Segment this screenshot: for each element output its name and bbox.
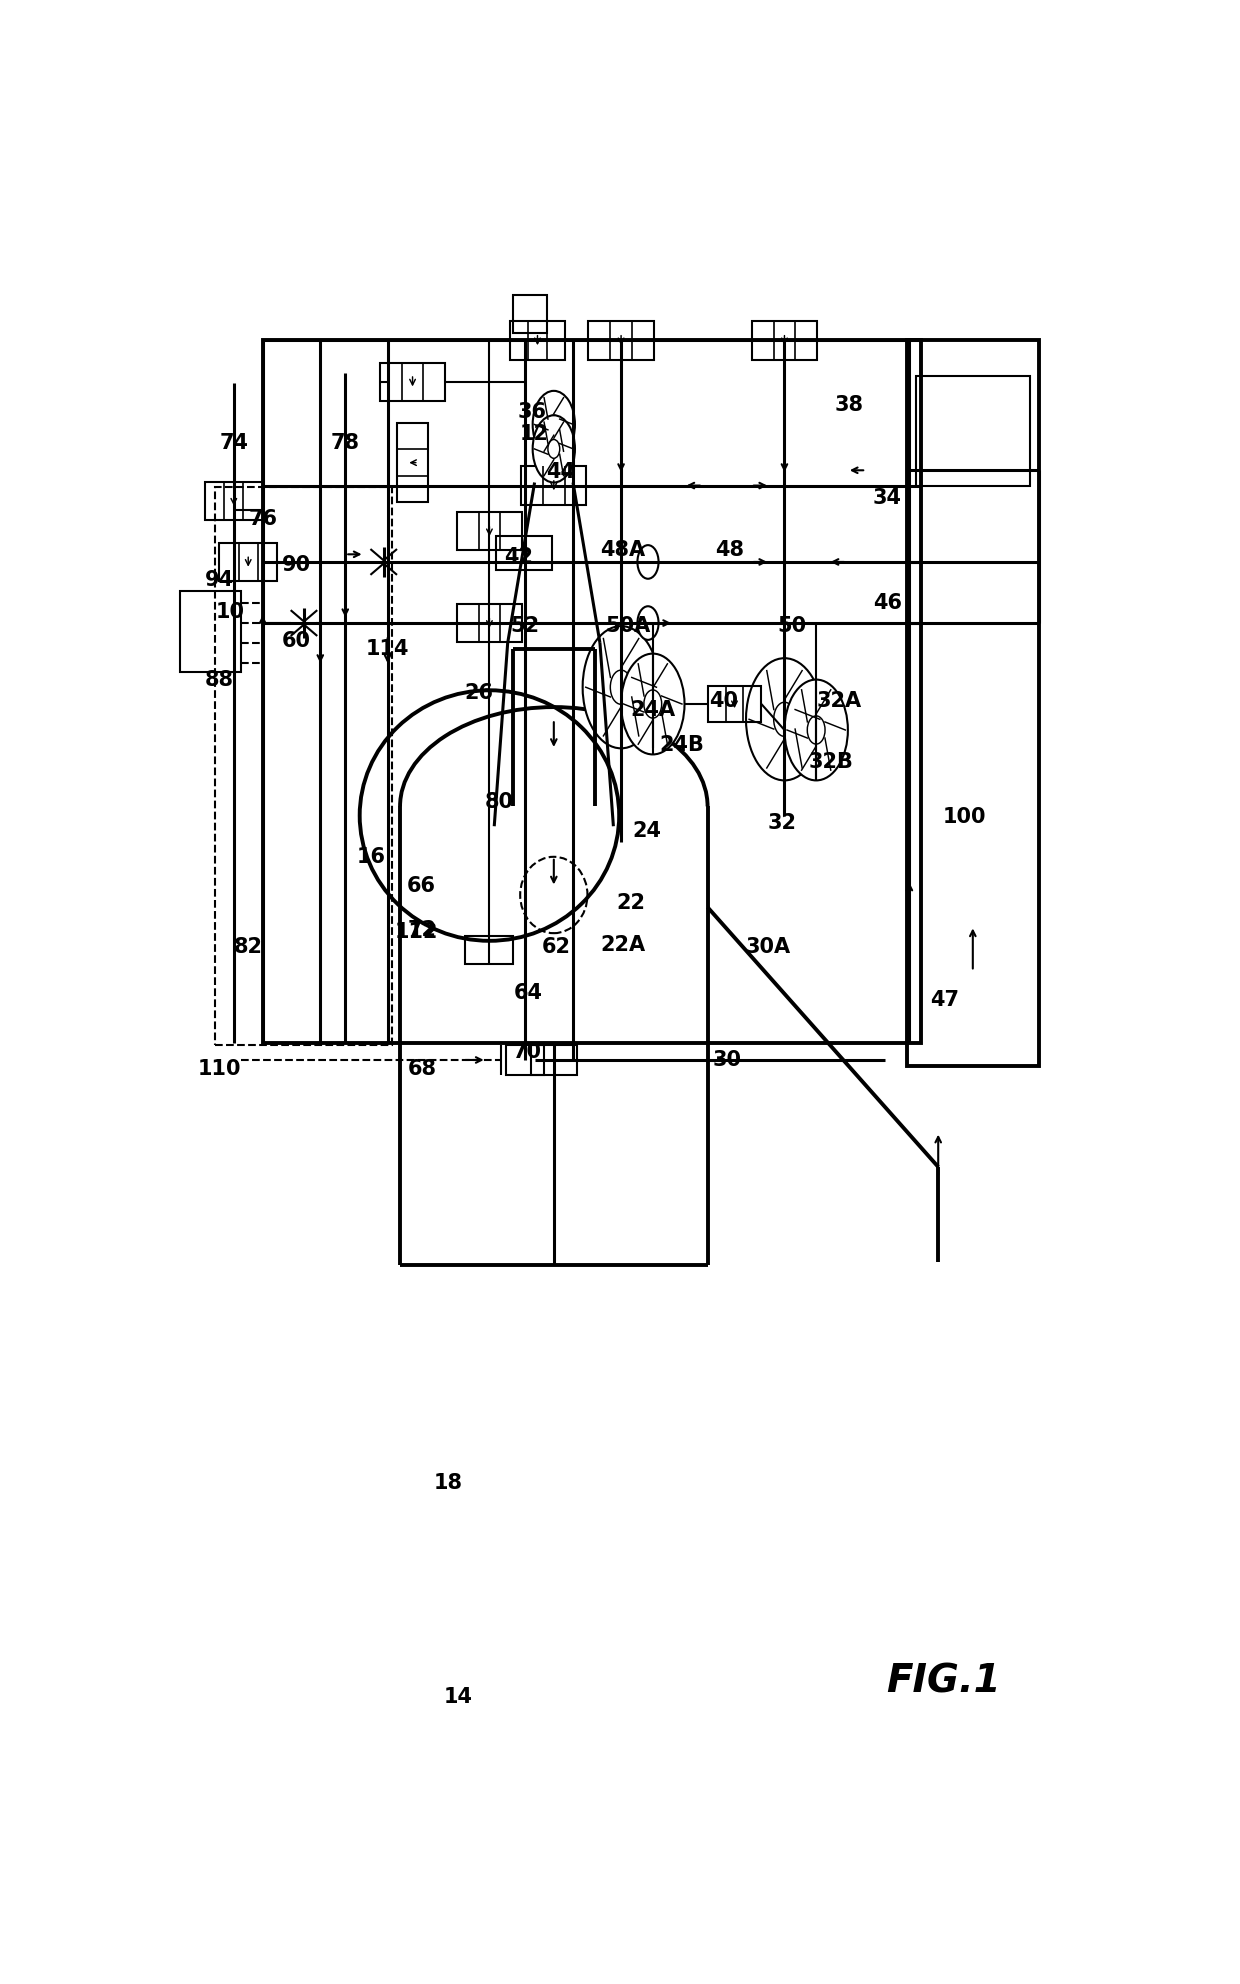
Bar (456, 603, 522, 643)
Text: 36: 36 (517, 403, 546, 423)
Circle shape (746, 659, 823, 780)
Text: 30A: 30A (745, 936, 791, 956)
Bar (496, 536, 552, 569)
Text: 100: 100 (942, 807, 986, 827)
Bar (916, 375, 1029, 486)
Text: 82: 82 (233, 936, 263, 956)
Circle shape (785, 681, 848, 780)
Bar (215, 488, 392, 1046)
Text: 22A: 22A (600, 934, 646, 956)
Text: 24A: 24A (630, 700, 676, 720)
Text: 60: 60 (281, 631, 311, 651)
Text: 24B: 24B (660, 736, 704, 756)
Text: 110: 110 (197, 1059, 241, 1079)
Bar (531, 1046, 577, 1075)
Text: 50: 50 (777, 617, 807, 637)
Text: 46: 46 (873, 593, 901, 613)
Text: 32: 32 (768, 813, 796, 833)
Text: 50A: 50A (605, 617, 651, 637)
Circle shape (610, 671, 632, 704)
Circle shape (807, 716, 825, 744)
Text: 62: 62 (542, 936, 572, 956)
Text: 48: 48 (715, 540, 744, 559)
Bar (219, 544, 277, 581)
Text: 10: 10 (216, 603, 244, 623)
Text: 14: 14 (443, 1686, 472, 1706)
Circle shape (533, 415, 575, 482)
Bar (465, 936, 513, 964)
Bar (263, 341, 921, 1044)
Text: 16: 16 (357, 847, 386, 867)
Circle shape (637, 546, 658, 579)
Circle shape (621, 653, 684, 754)
Bar (751, 321, 817, 359)
Text: 90: 90 (281, 556, 311, 575)
Text: 26: 26 (464, 682, 494, 704)
Text: 47: 47 (930, 990, 960, 1010)
Text: 72: 72 (408, 921, 436, 940)
Bar (506, 1046, 544, 1075)
Circle shape (637, 607, 658, 641)
Text: 48A: 48A (600, 540, 646, 559)
Text: 42: 42 (503, 548, 533, 567)
Text: 30: 30 (712, 1050, 742, 1069)
Text: 18: 18 (434, 1474, 463, 1494)
Bar (589, 321, 653, 359)
Text: 34: 34 (873, 488, 901, 508)
Text: 12: 12 (520, 425, 549, 444)
Circle shape (583, 627, 660, 748)
Circle shape (644, 690, 662, 718)
Text: 74: 74 (219, 433, 248, 452)
Text: 88: 88 (205, 669, 234, 690)
Text: 112: 112 (394, 923, 438, 942)
Text: 22: 22 (616, 893, 645, 913)
Text: 32B: 32B (808, 752, 853, 772)
Circle shape (533, 391, 575, 458)
Circle shape (548, 440, 559, 458)
Text: 68: 68 (408, 1059, 436, 1079)
Text: 40: 40 (709, 690, 738, 710)
Text: 64: 64 (513, 982, 542, 1002)
Bar (205, 482, 263, 520)
Bar (708, 686, 761, 722)
Text: 78: 78 (331, 433, 360, 452)
Bar (397, 423, 428, 502)
Text: 24: 24 (632, 821, 661, 841)
Text: 32A: 32A (817, 690, 862, 710)
Bar (180, 591, 241, 673)
Text: 38: 38 (835, 395, 863, 415)
Bar (521, 466, 587, 504)
Text: 76: 76 (248, 510, 277, 530)
Text: 80: 80 (485, 792, 513, 811)
Bar (456, 512, 522, 550)
Circle shape (774, 702, 795, 736)
Text: 114: 114 (366, 639, 409, 659)
Text: 94: 94 (205, 569, 234, 591)
Circle shape (548, 415, 559, 434)
Bar (510, 321, 565, 359)
Bar (513, 294, 547, 333)
Text: FIG.1: FIG.1 (885, 1663, 1001, 1700)
Bar (379, 363, 445, 401)
Bar (906, 341, 1039, 1065)
Text: 66: 66 (407, 875, 435, 897)
Text: 44: 44 (546, 462, 575, 482)
Text: 70: 70 (512, 1042, 542, 1061)
Text: 52: 52 (511, 617, 539, 637)
